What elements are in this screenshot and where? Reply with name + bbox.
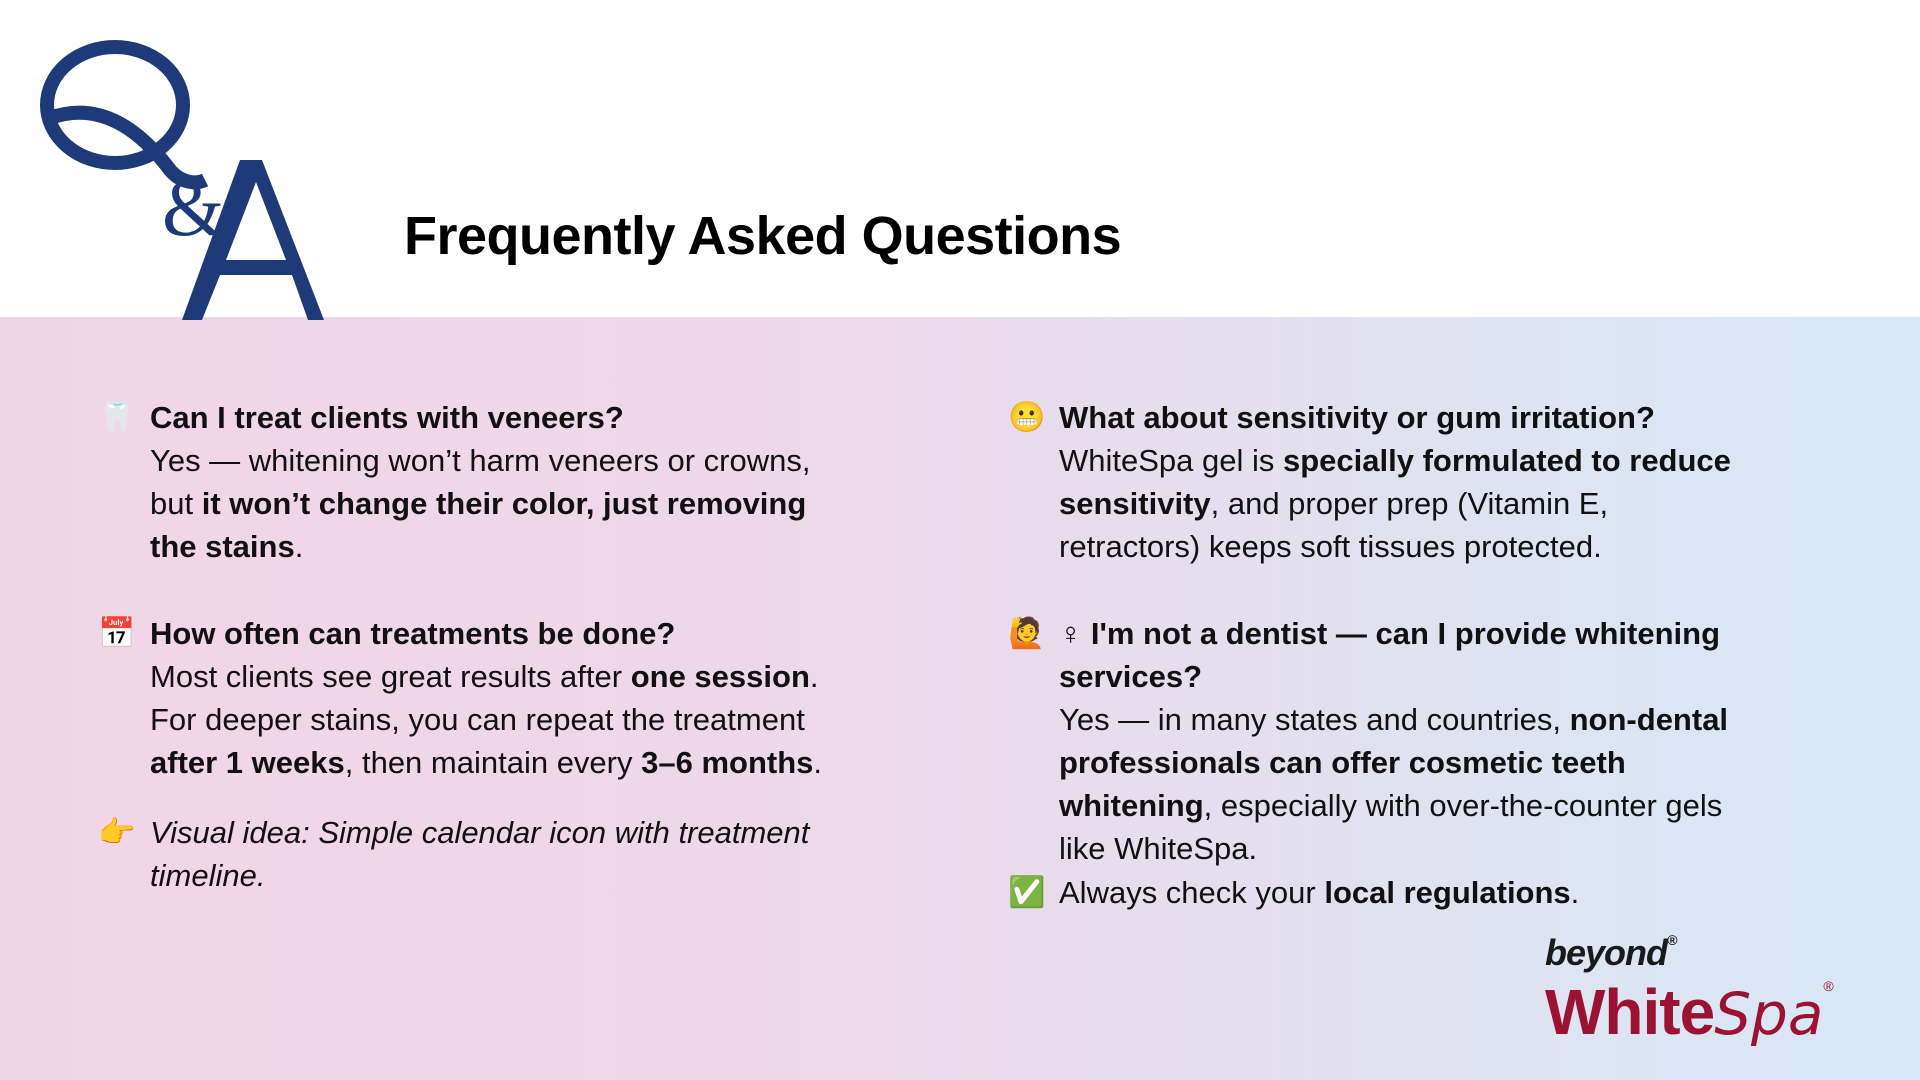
- faq-line: For deeper stains, you can repeat the tr…: [150, 698, 822, 741]
- logo-beyond: beyond®: [1545, 930, 1834, 976]
- text: Yes — in many states and countries,: [1059, 702, 1570, 737]
- faq-line: ♀ I'm not a dentist — can I provide whit…: [1059, 612, 1728, 655]
- faq-line: Visual idea: Simple calendar icon with t…: [150, 811, 809, 854]
- faq-line: Most clients see great results after one…: [150, 655, 822, 698]
- faq-line: whitening, especially with over-the-coun…: [1059, 784, 1728, 827]
- bold-text: one session: [630, 659, 810, 694]
- faq-line: but it won’t change their color, just re…: [150, 482, 811, 525]
- check-mark-icon: ✅: [1008, 876, 1046, 909]
- faq-line: WhiteSpa gel is specially formulated to …: [1059, 439, 1731, 482]
- faq-line: like WhiteSpa.: [1059, 827, 1728, 870]
- faq-line: Can I treat clients with veneers?: [150, 396, 811, 439]
- bold-text: professionals can offer cosmetic teeth: [1059, 745, 1626, 780]
- faq-line: timeline.: [150, 854, 809, 897]
- faq-line: Yes — in many states and countries, non-…: [1059, 698, 1728, 741]
- bold-text: What about sensitivity or gum irritation…: [1059, 400, 1655, 435]
- pointing-hand-icon: 👉: [98, 816, 136, 849]
- bold-text: 3–6 months: [641, 745, 814, 780]
- grimacing-face-icon: 😬: [1008, 401, 1046, 434]
- text: .: [1570, 875, 1580, 910]
- faq-line: professionals can offer cosmetic teeth: [1059, 741, 1728, 784]
- faq-line: Yes — whitening won’t harm veneers or cr…: [150, 439, 811, 482]
- faq-item: ♀ I'm not a dentist — can I provide whit…: [1059, 612, 1728, 870]
- bold-text: whitening: [1059, 788, 1204, 823]
- faq-item: Always check your local regulations.: [1059, 871, 1579, 914]
- text: retractors) keeps soft tissues protected…: [1059, 529, 1602, 564]
- calendar-icon: 📅: [98, 617, 136, 650]
- qa-logo-q: [40, 40, 209, 190]
- bold-text: the stains: [150, 529, 295, 564]
- faq-item: How often can treatments be done? Most cl…: [150, 612, 822, 784]
- bold-text: after 1 weeks: [150, 745, 345, 780]
- text: .: [813, 745, 823, 780]
- text: WhiteSpa gel is: [1059, 443, 1283, 478]
- bold-text: non-dental: [1569, 702, 1729, 737]
- qa-logo: &: [40, 40, 324, 320]
- bold-text: specially formulated to reduce: [1283, 443, 1731, 478]
- beyond-whitespa-logo: beyond® WhiteSpa®: [1545, 930, 1834, 1048]
- gradient-background-band: [0, 317, 1920, 1080]
- logo-beyond-text: beyond: [1545, 932, 1668, 973]
- text: Visual idea: Simple calendar icon with t…: [150, 815, 810, 850]
- text: timeline.: [150, 858, 266, 893]
- bold-text: services?: [1059, 659, 1203, 694]
- faq-line: the stains.: [150, 525, 811, 568]
- faq-item: What about sensitivity or gum irritation…: [1059, 396, 1731, 568]
- registered-mark: ®: [1823, 978, 1834, 994]
- text: but: [150, 486, 202, 521]
- bold-text: Can I treat clients with veneers?: [150, 400, 624, 435]
- text: like WhiteSpa.: [1059, 831, 1258, 866]
- faq-line: What about sensitivity or gum irritation…: [1059, 396, 1731, 439]
- text: Most clients see great results after: [150, 659, 631, 694]
- text: For deeper stains, you can repeat the tr…: [150, 702, 805, 737]
- faq-line: retractors) keeps soft tissues protected…: [1059, 525, 1731, 568]
- text: .: [809, 659, 819, 694]
- faq-line: sensitivity, and proper prep (Vitamin E,: [1059, 482, 1731, 525]
- text: , especially with over-the-counter gels: [1203, 788, 1723, 823]
- qa-logo-a: [182, 160, 324, 320]
- faq-line: Always check your local regulations.: [1059, 871, 1579, 914]
- text: , and proper prep (Vitamin E,: [1210, 486, 1609, 521]
- bold-text: ♀ I'm not a dentist — can I provide whit…: [1059, 616, 1721, 651]
- tooth-icon: 🦷: [98, 401, 136, 434]
- registered-mark: ®: [1667, 932, 1677, 948]
- bold-text: How often can treatments be done?: [150, 616, 676, 651]
- text: Yes — whitening won’t harm veneers or cr…: [150, 443, 811, 478]
- faq-line: after 1 weeks, then maintain every 3–6 m…: [150, 741, 822, 784]
- page-title: Frequently Asked Questions: [404, 206, 1122, 266]
- logo-white: White: [1545, 976, 1715, 1048]
- text: , then maintain every: [344, 745, 642, 780]
- text: Always check your: [1059, 875, 1325, 910]
- faq-item: Can I treat clients with veneers? Yes — w…: [150, 396, 811, 568]
- text: .: [294, 529, 304, 564]
- bold-text: sensitivity: [1059, 486, 1211, 521]
- bold-text: local regulations: [1324, 875, 1571, 910]
- woman-icon: 🙋: [1008, 617, 1046, 650]
- logo-whitespa: WhiteSpa®: [1545, 976, 1834, 1048]
- faq-line: services?: [1059, 655, 1728, 698]
- bold-text: it won’t change their color, just removi…: [201, 486, 807, 521]
- faq-line: How often can treatments be done?: [150, 612, 822, 655]
- faq-item: Visual idea: Simple calendar icon with t…: [150, 811, 809, 897]
- logo-spa: Spa: [1714, 980, 1824, 1048]
